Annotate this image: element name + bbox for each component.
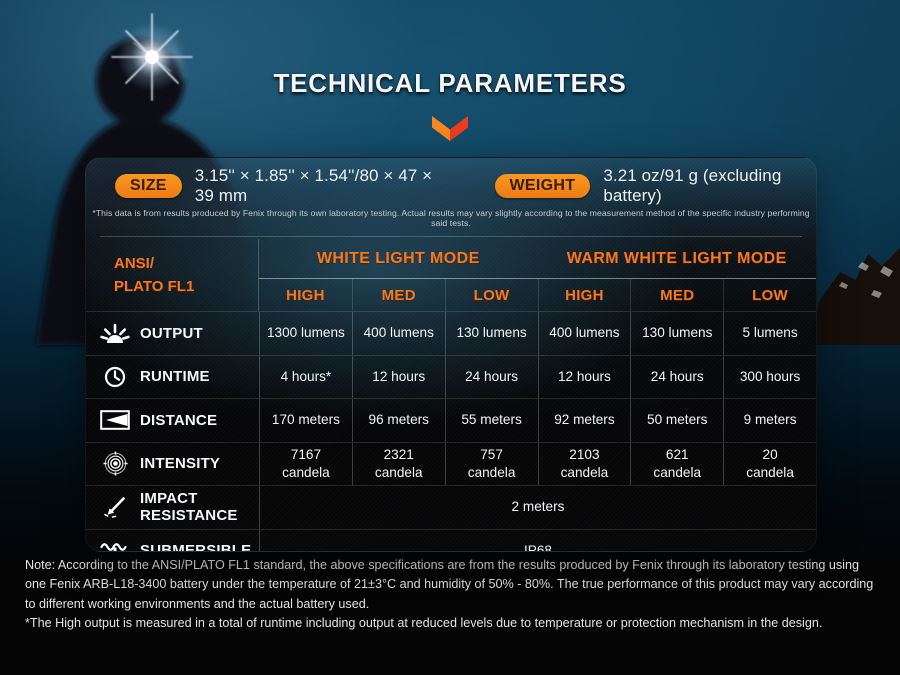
spec-value: 12 hours: [537, 355, 631, 398]
spec-value: 130 lumens: [444, 312, 538, 355]
spec-row-label-cell: RUNTIME: [86, 356, 259, 399]
spec-card: SIZE 3.15'' × 1.85'' × 1.54''/80 × 47 × …: [85, 157, 817, 552]
column-header: LOW: [444, 279, 538, 311]
chevron-down-icon: [432, 116, 468, 141]
spec-table-body: OUTPUT 1300 lumens 400 lumens 130 lumens 400…: [86, 311, 816, 552]
mountain-ridge: [812, 248, 900, 345]
spec-value: 300 hours: [723, 355, 816, 398]
spec-row-label: OUTPUT: [140, 324, 203, 342]
spec-row-intensity: INTENSITY 7167 candela 2321 candela 757 can…: [86, 441, 816, 486]
spec-value: 621 candela: [630, 442, 723, 485]
spec-row-distance: DISTANCE 170 meters 96 meters 55 meters 92 m…: [86, 398, 816, 442]
spec-value: 2103 candela: [537, 442, 631, 485]
spec-value: 92 meters: [537, 399, 631, 442]
spec-row-label: IMPACT RESISTANCE: [140, 490, 238, 525]
footnote-paragraph: Note: According to the ANSI/PLATO FL1 st…: [25, 558, 874, 611]
spec-value: 24 hours: [630, 355, 723, 398]
spec-row-label-cell: SUBMERSIBLE: [86, 530, 259, 552]
spec-row-label: SUBMERSIBLE: [140, 542, 252, 552]
spec-row-label-cell: OUTPUT: [86, 312, 259, 355]
footnote-paragraph: *The High output is measured in a total …: [25, 615, 823, 630]
spec-table-header: ANSI/ PLATO FL1 WHITE LIGHT MODE WARM WH…: [86, 239, 816, 311]
impact-icon: [99, 495, 131, 519]
header: TECHNICAL PARAMETERS: [0, 68, 900, 99]
size-badge: SIZE: [115, 174, 182, 198]
spec-value: 400 lumens: [537, 312, 631, 355]
spec-row-impact-resistance: IMPACT RESISTANCE 2 meters: [86, 485, 816, 529]
spec-row-runtime: RUNTIME 4 hours* 12 hours 24 hours 12 hours 2…: [86, 354, 816, 399]
spec-value-merged: 2 meters: [259, 486, 816, 529]
spec-row-label: INTENSITY: [140, 455, 221, 473]
spec-row-label-cell: IMPACT RESISTANCE: [86, 486, 259, 529]
standard-label: ANSI/ PLATO FL1: [86, 239, 259, 311]
intensity-icon: [99, 451, 131, 476]
spec-value: 757 candela: [444, 442, 538, 485]
spec-value: 9 meters: [723, 399, 816, 442]
column-header: MED: [630, 279, 723, 311]
warm-white-light-mode-header: WARM WHITE LIGHT MODE: [537, 239, 816, 279]
distance-icon: [99, 410, 131, 431]
size-value: 3.15'' × 1.85'' × 1.54''/80 × 47 × 39 mm: [194, 166, 433, 205]
spec-row-submersible: SUBMERSIBLE IP68: [86, 528, 816, 552]
headlamp-flare: [111, 13, 193, 101]
spec-value: 4 hours*: [259, 355, 352, 398]
column-header: HIGH: [286, 286, 325, 304]
dimensions-row: SIZE 3.15'' × 1.85'' × 1.54''/80 × 47 × …: [86, 166, 816, 205]
spec-value: 130 lumens: [630, 312, 723, 355]
spec-value: 24 hours: [444, 355, 538, 398]
spec-row-label: DISTANCE: [140, 411, 218, 429]
spec-value: 2321 candela: [351, 442, 445, 485]
runtime-icon: [99, 366, 131, 388]
spec-row-label-cell: INTENSITY: [86, 443, 259, 486]
output-icon: [99, 322, 131, 344]
white-light-mode-header: WHITE LIGHT MODE: [259, 239, 538, 279]
spec-value: 170 meters: [259, 399, 352, 442]
column-header: HIGH: [537, 279, 631, 311]
spec-value: 5 lumens: [723, 312, 816, 355]
spec-value: 400 lumens: [351, 312, 445, 355]
spec-value: 20 candela: [723, 442, 816, 485]
footnote: Note: According to the ANSI/PLATO FL1 st…: [25, 556, 877, 633]
spec-value: 12 hours: [351, 355, 445, 398]
column-header: LOW: [723, 279, 816, 311]
spec-row-label: RUNTIME: [140, 368, 210, 386]
column-header: MED: [351, 279, 445, 311]
spec-value: 50 meters: [630, 399, 723, 442]
spec-value-merged: IP68: [259, 529, 816, 551]
spec-row-label-cell: DISTANCE: [86, 399, 259, 442]
weight-value: 3.21 oz/91 g (excluding battery): [603, 166, 782, 205]
page-title: TECHNICAL PARAMETERS: [273, 68, 627, 98]
weight-badge: WEIGHT: [494, 174, 591, 198]
spec-value: 7167 candela: [259, 442, 352, 485]
spec-value: 96 meters: [351, 399, 445, 442]
divider: [100, 236, 802, 237]
spec-row-output: OUTPUT 1300 lumens 400 lumens 130 lumens 400…: [86, 312, 816, 355]
lab-disclaimer-text: *This data is from results produced by F…: [92, 208, 810, 228]
submersible-icon: [99, 541, 131, 551]
spec-value: 55 meters: [444, 399, 538, 442]
spec-value: 1300 lumens: [259, 312, 352, 355]
